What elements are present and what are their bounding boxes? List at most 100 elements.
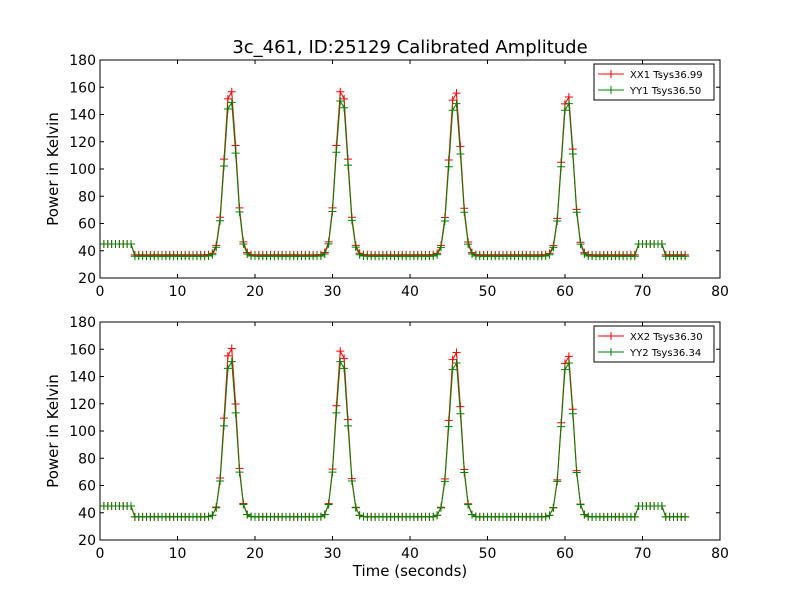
data-point <box>468 510 476 519</box>
y-tick-label: 140 <box>69 370 96 386</box>
data-point <box>223 105 232 114</box>
data-point <box>572 468 581 477</box>
data-point <box>355 250 364 259</box>
data-point <box>243 250 252 259</box>
data-point <box>316 512 325 521</box>
data-point <box>545 250 554 259</box>
data-point <box>332 148 341 157</box>
legend-marker <box>607 332 615 340</box>
data-point <box>220 161 228 170</box>
x-tick-label: 20 <box>246 546 264 562</box>
y-tick-label: 60 <box>78 217 96 233</box>
x-tick-label: 0 <box>96 546 105 562</box>
data-point <box>340 364 349 373</box>
y-axis-label: Power in Kelvin <box>44 374 62 488</box>
data-point <box>630 252 639 261</box>
data-point <box>223 364 232 373</box>
legend-box <box>593 325 715 363</box>
y-tick-label: 60 <box>78 479 96 495</box>
data-point <box>545 511 554 520</box>
data-point <box>433 250 442 259</box>
data-point <box>328 468 337 477</box>
data-point <box>204 512 213 521</box>
data-point <box>320 250 329 259</box>
y-tick-label: 160 <box>69 80 96 96</box>
data-point <box>332 408 341 417</box>
data-point <box>460 468 469 477</box>
data-point <box>336 97 345 106</box>
data-point <box>681 512 690 521</box>
data-point <box>223 94 232 103</box>
data-point <box>464 240 473 249</box>
legend-label: YY1 Tsys36.50 <box>629 86 701 97</box>
x-tick-label: 40 <box>401 284 419 300</box>
data-point <box>460 208 469 217</box>
x-tick-label: 40 <box>401 546 419 562</box>
x-tick-label: 10 <box>169 546 187 562</box>
data-point <box>444 162 453 171</box>
legend: XX1 Tsys36.99 YY1 Tsys36.50 <box>593 63 715 101</box>
x-tick-label: 10 <box>169 284 187 300</box>
data-point <box>340 354 349 363</box>
series-markers-2 <box>100 357 690 521</box>
data-point <box>239 239 248 248</box>
data-point <box>324 500 333 509</box>
data-point <box>452 348 461 357</box>
data-point <box>347 477 356 486</box>
data-point <box>440 217 449 226</box>
data-point <box>429 512 438 521</box>
x-tick-label: 60 <box>556 546 574 562</box>
data-point <box>553 217 562 226</box>
data-point <box>576 240 585 249</box>
data-point <box>212 243 221 252</box>
legend-marker <box>607 70 615 78</box>
data-point <box>456 149 465 158</box>
data-point <box>336 357 345 366</box>
data-point <box>328 207 337 216</box>
data-point <box>541 252 550 261</box>
legend: XX2 Tsys36.30 YY2 Tsys36.34 <box>593 325 715 363</box>
x-tick-label: 0 <box>96 284 105 300</box>
x-tick-label: 80 <box>711 284 729 300</box>
data-point <box>452 99 461 108</box>
data-point <box>324 239 333 248</box>
data-point <box>681 252 690 261</box>
data-point <box>561 365 569 374</box>
data-point <box>127 239 135 248</box>
legend-label: XX1 Tsys36.99 <box>630 70 703 81</box>
data-point <box>355 511 364 520</box>
data-point <box>580 250 589 259</box>
data-point <box>440 477 449 486</box>
data-point <box>549 243 558 252</box>
data-point <box>452 89 461 98</box>
x-tick-label: 20 <box>246 284 264 300</box>
chart-panel-bottom: 0 10 20 30 40 50 60 70 80 20 40 60 80 100 120 140 160 180… <box>44 315 729 580</box>
x-tick-label: 70 <box>634 546 652 562</box>
data-point <box>243 510 252 519</box>
data-point <box>235 468 244 477</box>
data-point <box>468 250 476 259</box>
data-point <box>429 252 438 261</box>
y-tick-label: 140 <box>69 108 96 124</box>
data-point <box>444 422 453 431</box>
data-point <box>561 106 569 115</box>
data-point <box>448 106 457 115</box>
data-point <box>437 503 445 512</box>
data-point <box>204 252 213 261</box>
data-point <box>208 250 217 259</box>
series-group <box>100 344 690 521</box>
data-point <box>220 421 228 430</box>
chart-panel-top: 0 10 20 30 40 50 60 70 80 20 40 60 80 100 120 140 160 180… <box>44 53 729 300</box>
data-point <box>235 207 244 216</box>
figure-title: 3c_461, ID:25129 Calibrated Amplitude <box>232 37 587 58</box>
x-tick-label: 30 <box>324 284 342 300</box>
data-point <box>553 477 562 486</box>
y-tick-label: 40 <box>78 506 96 522</box>
data-point <box>568 149 577 158</box>
y-tick-label: 20 <box>78 533 96 549</box>
data-point <box>216 216 225 225</box>
data-point <box>231 149 240 158</box>
data-point <box>320 510 329 519</box>
y-tick-label: 80 <box>78 451 96 467</box>
